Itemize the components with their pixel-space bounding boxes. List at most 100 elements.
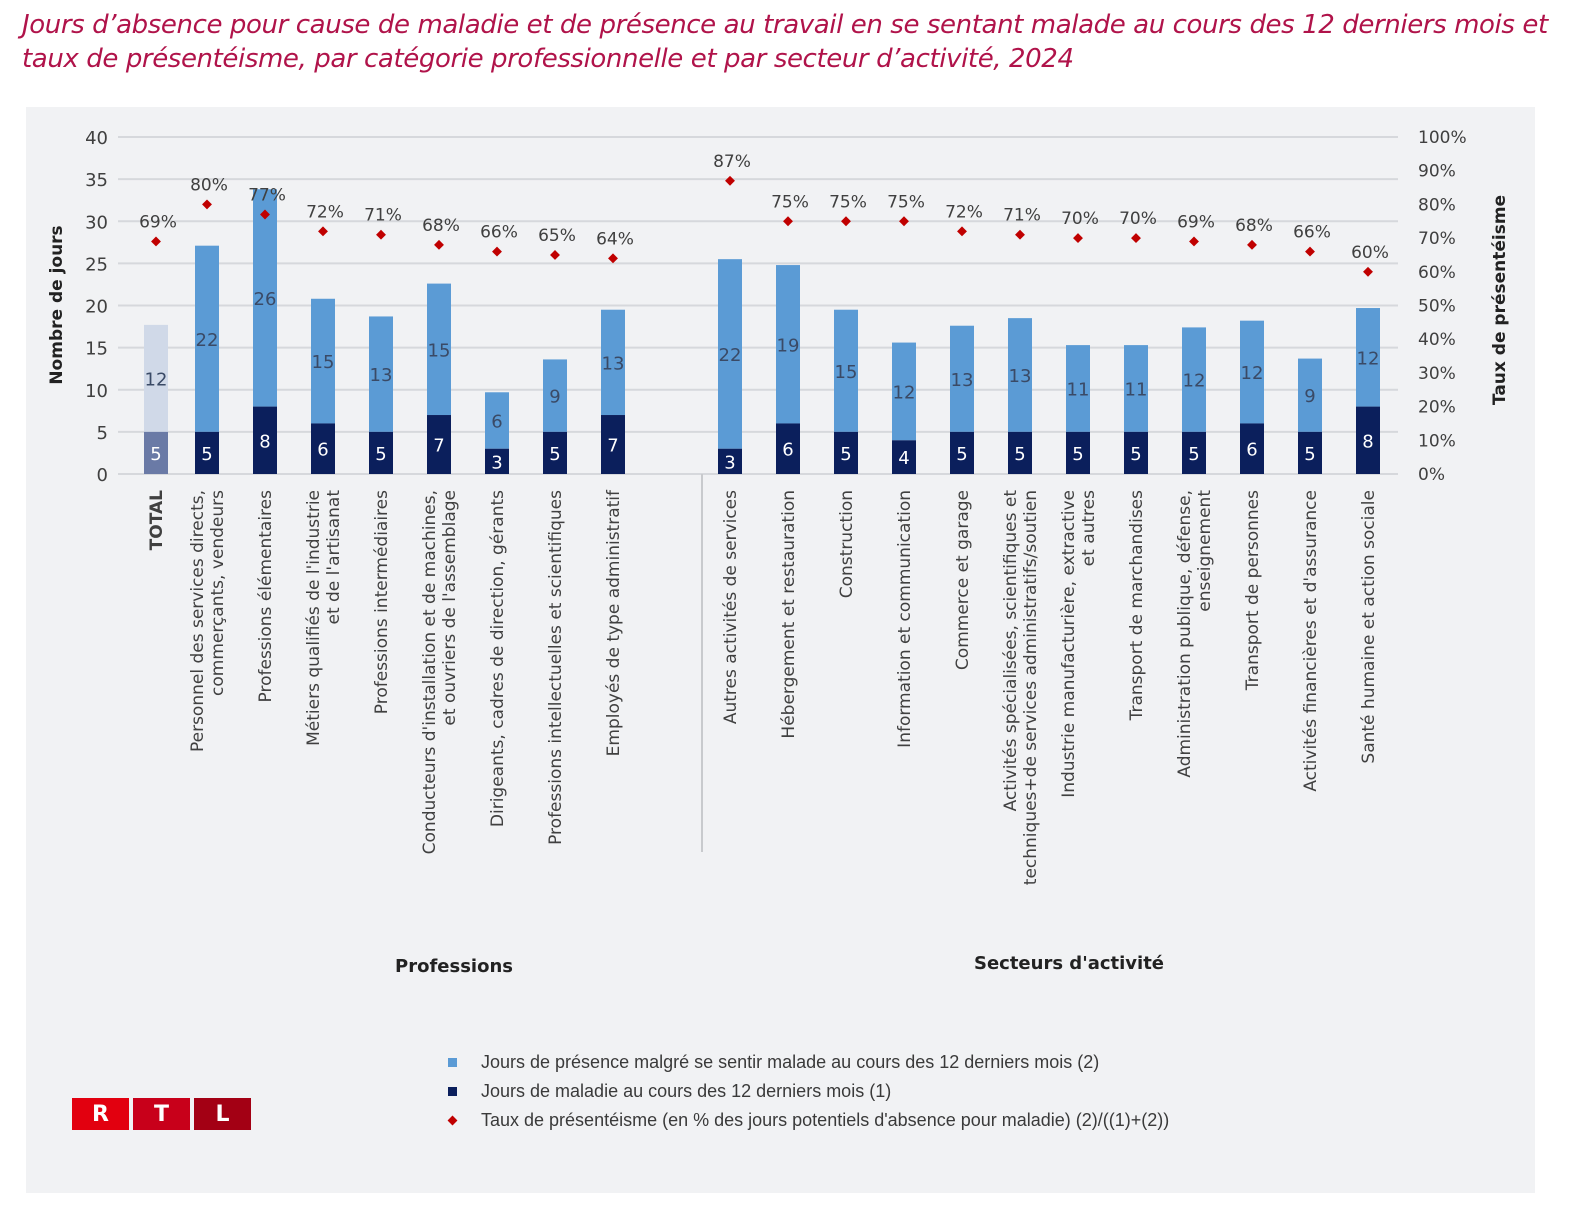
y-tick-label: 15 xyxy=(85,339,108,360)
bar-label-maladie: 3 xyxy=(724,452,735,473)
y2-tick-label: 70% xyxy=(1418,229,1456,249)
bar-presence xyxy=(892,342,916,441)
taux-label: 66% xyxy=(1293,223,1331,243)
bar-maladie xyxy=(369,431,393,474)
taux-label: 68% xyxy=(422,216,460,236)
bar-maladie xyxy=(601,415,625,474)
y2-tick-label: 80% xyxy=(1418,195,1456,215)
taux-marker xyxy=(899,216,909,227)
bar-label-presence: 15 xyxy=(428,340,451,361)
bar-label-presence: 12 xyxy=(1241,363,1264,384)
logo-letter-t: T xyxy=(133,1098,190,1130)
bar-label-presence: 26 xyxy=(254,289,277,310)
category-label: Hébergement et restauration xyxy=(779,490,799,739)
taux-label: 75% xyxy=(829,192,867,212)
bar-presence xyxy=(253,189,277,407)
y-tick-label: 0 xyxy=(97,465,108,486)
taux-label: 80% xyxy=(190,175,228,195)
bar-label-presence: 22 xyxy=(196,330,219,351)
bar-presence xyxy=(1298,358,1322,432)
taux-label: 71% xyxy=(364,206,402,226)
category-label: et de l'artisanat xyxy=(324,490,344,625)
bar-label-maladie: 5 xyxy=(956,444,967,465)
taux-label: 68% xyxy=(1235,216,1273,236)
taux-marker xyxy=(434,239,444,250)
taux-label: 75% xyxy=(771,192,809,212)
bar-presence xyxy=(1066,345,1090,432)
taux-marker xyxy=(260,209,270,220)
category-label: Professions élémentaires xyxy=(256,490,276,703)
category-label: Dirigeants, cadres de direction, gérants xyxy=(488,490,508,827)
bar-label-presence: 15 xyxy=(835,362,858,383)
legend-swatch-maladie xyxy=(448,1087,457,1096)
logo-letter-r: R xyxy=(72,1098,129,1130)
y2-tick-label: 90% xyxy=(1418,162,1456,182)
category-label: Métiers qualifiés de l'industrie xyxy=(304,490,324,746)
taux-label: 64% xyxy=(596,229,634,249)
category-label: Activités spécialisées, scientifiques et xyxy=(1001,490,1021,812)
taux-marker xyxy=(783,216,793,227)
y2-tick-label: 100% xyxy=(1418,128,1467,148)
bar-presence xyxy=(311,298,335,424)
category-label: et autres xyxy=(1079,490,1099,566)
bar-label-maladie: 5 xyxy=(1072,444,1083,465)
taux-label: 70% xyxy=(1119,209,1157,229)
y2-tick-label: 60% xyxy=(1418,263,1456,283)
bar-label-presence: 22 xyxy=(719,345,742,366)
taux-marker xyxy=(1015,229,1025,240)
taux-label: 71% xyxy=(1003,206,1041,226)
bar-maladie xyxy=(427,415,451,474)
logo-letter-l: L xyxy=(194,1098,251,1130)
category-label: TOTAL xyxy=(147,490,167,550)
category-label: Professions intellectuelles et scientifi… xyxy=(546,490,566,845)
bar-presence xyxy=(1182,327,1206,432)
bar-maladie xyxy=(950,431,974,474)
category-label: Professions intermédiaires xyxy=(372,490,392,714)
bar-label-maladie: 5 xyxy=(549,444,560,465)
taux-label: 69% xyxy=(139,212,177,232)
y2-tick-label: 10% xyxy=(1418,431,1456,451)
bar-presence xyxy=(543,359,567,432)
bar-maladie xyxy=(1182,431,1206,474)
bar-label-presence: 13 xyxy=(370,365,393,386)
bar-label-presence: 12 xyxy=(1183,371,1206,392)
bar-label-presence: 11 xyxy=(1067,379,1090,400)
taux-marker xyxy=(202,199,212,210)
chart-title: Jours d’absence pour cause de maladie et… xyxy=(22,10,1548,74)
bar-presence xyxy=(485,392,509,449)
taux-label: 77% xyxy=(248,186,286,206)
taux-marker xyxy=(492,246,502,257)
bar-label-maladie: 5 xyxy=(1130,444,1141,465)
bar-maladie xyxy=(543,431,567,474)
bar-label-maladie: 3 xyxy=(491,452,502,473)
bar-maladie xyxy=(1124,431,1148,474)
taux-label: 69% xyxy=(1177,212,1215,232)
category-label: Santé humaine et action sociale xyxy=(1359,490,1379,764)
bar-maladie xyxy=(834,431,858,474)
bar-presence xyxy=(144,324,168,432)
taux-label: 87% xyxy=(713,152,751,172)
bar-label-maladie: 4 xyxy=(898,448,909,469)
bar-maladie xyxy=(1298,431,1322,474)
legend: Jours de présence malgré se sentir malad… xyxy=(447,1048,1170,1135)
category-label: Employés de type administratif xyxy=(604,489,624,756)
bar-label-maladie: 5 xyxy=(201,444,212,465)
taux-marker xyxy=(1247,239,1257,250)
group-label-secteurs: Secteurs d'activité xyxy=(974,953,1164,974)
taux-label: 72% xyxy=(306,202,344,222)
taux-marker xyxy=(1189,236,1199,247)
category-label: Industrie manufacturière, extractive xyxy=(1059,490,1079,798)
bar-label-presence: 15 xyxy=(312,352,335,373)
bar-presence xyxy=(427,283,451,416)
taux-label: 66% xyxy=(480,223,518,243)
bar-presence xyxy=(1008,318,1032,432)
category-label: et ouvriers de l'assemblage xyxy=(440,490,460,726)
legend-swatch-presence xyxy=(448,1058,457,1067)
legend-label-taux: Taux de présentéisme (en % des jours pot… xyxy=(481,1110,1170,1130)
rtl-logo: R T L xyxy=(72,1098,251,1130)
taux-marker xyxy=(318,226,328,237)
bar-label-maladie: 5 xyxy=(375,444,386,465)
bar-label-presence: 11 xyxy=(1125,379,1148,400)
y-tick-label: 20 xyxy=(85,297,108,318)
taux-marker xyxy=(1305,246,1315,257)
